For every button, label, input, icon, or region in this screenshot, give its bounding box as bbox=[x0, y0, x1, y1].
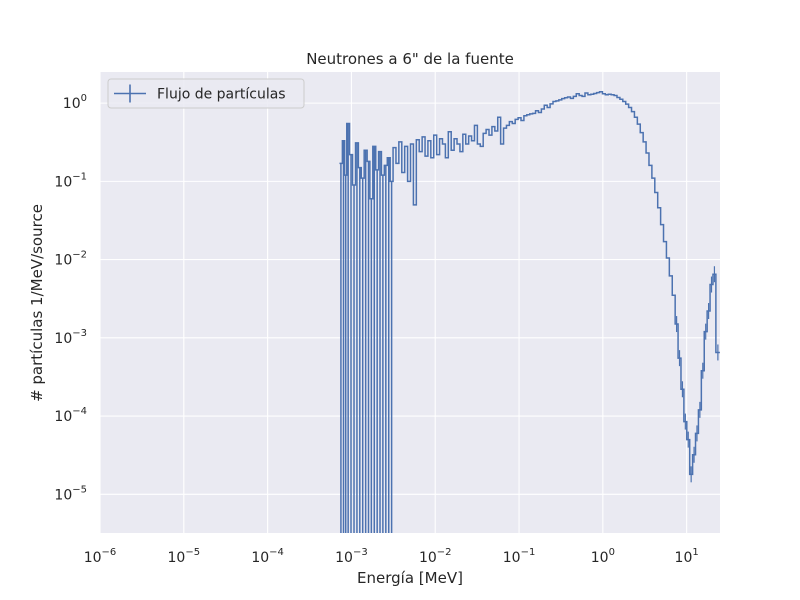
y-axis-ticks: 100 10−1 10−2 10−3 10−4 10−5 bbox=[54, 93, 87, 503]
y-tick-label: 10−5 bbox=[54, 484, 87, 503]
legend-box bbox=[107, 78, 305, 109]
y-tick-label: 10−1 bbox=[54, 171, 87, 190]
series-flujo bbox=[339, 90, 720, 533]
chart-title: Neutrones a 6" de la fuente bbox=[306, 50, 514, 68]
x-tick-label: 10−6 bbox=[84, 547, 117, 566]
x-tick-label: 10−4 bbox=[251, 547, 284, 566]
x-axis-label: Energía [MeV] bbox=[357, 569, 463, 587]
x-axis-ticks: 10−6 10−5 10−4 10−3 10−2 10−1 100 101 bbox=[84, 547, 699, 566]
legend: Flujo de partículas bbox=[107, 78, 305, 109]
plot-area bbox=[100, 72, 720, 533]
x-tick-label: 100 bbox=[591, 547, 615, 566]
x-tick-label: 10−3 bbox=[335, 547, 368, 566]
x-tick-label: 10−1 bbox=[503, 547, 536, 566]
series-layer bbox=[339, 90, 720, 533]
y-tick-label: 10−4 bbox=[54, 406, 87, 425]
x-tick-label: 101 bbox=[675, 547, 699, 566]
x-tick-label: 10−2 bbox=[419, 547, 452, 566]
y-tick-label: 100 bbox=[63, 93, 87, 112]
y-axis-label: # partículas 1/MeV/source bbox=[28, 204, 46, 402]
y-tick-label: 10−2 bbox=[54, 250, 87, 269]
series-step-line bbox=[339, 90, 720, 476]
x-tick-label: 10−5 bbox=[168, 547, 201, 566]
y-tick-label: 10−3 bbox=[54, 328, 87, 347]
legend-label: Flujo de partículas bbox=[157, 87, 286, 103]
